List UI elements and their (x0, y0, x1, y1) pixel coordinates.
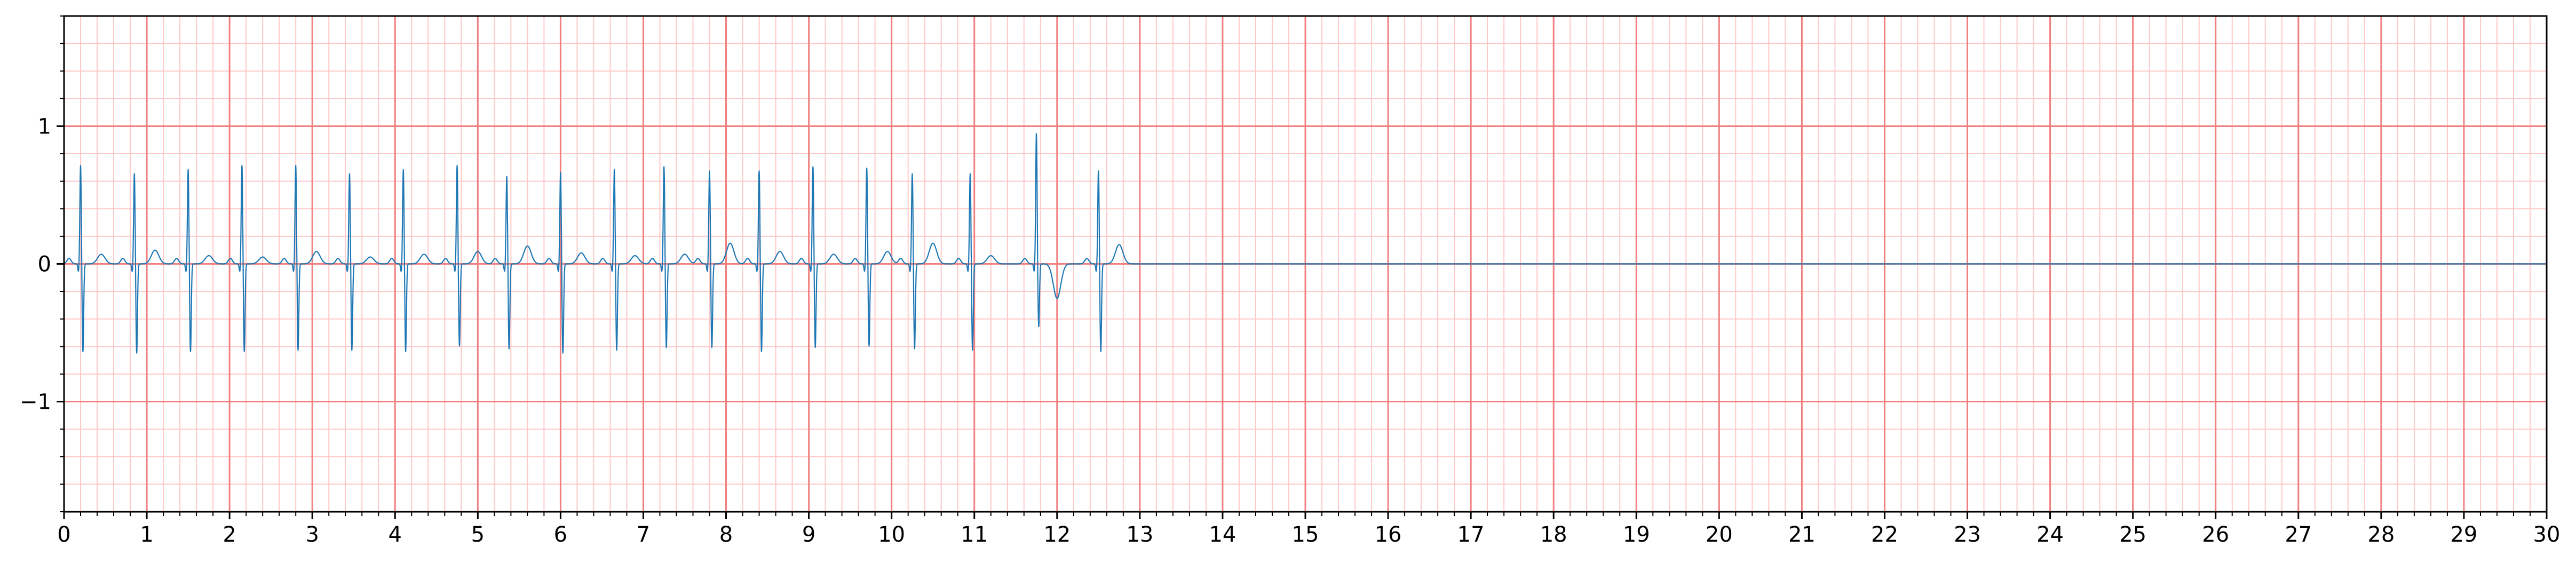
x-tick-label: 27 (2285, 522, 2312, 547)
x-tick-label: 28 (2367, 522, 2395, 547)
x-tick-label: 20 (1706, 522, 1733, 547)
x-tick-label: 15 (1292, 522, 1319, 547)
y-axis-ticks: −1 0 1 (20, 15, 64, 512)
x-tick-label: 17 (1457, 522, 1485, 547)
y-tick-label: 1 (38, 114, 51, 139)
x-tick-label: 19 (1623, 522, 1650, 547)
y-tick-label: 0 (38, 252, 51, 277)
y-tick-label: −1 (20, 390, 51, 415)
x-tick-label: 30 (2533, 522, 2561, 547)
ecg-trace (64, 133, 1140, 354)
x-tick-label: 11 (961, 522, 988, 547)
x-tick-label: 26 (2202, 522, 2229, 547)
x-tick-label: 16 (1375, 522, 1402, 547)
x-tick-label: 5 (471, 522, 485, 547)
x-tick-label: 24 (2036, 522, 2064, 547)
x-tick-label: 0 (57, 522, 70, 547)
x-tick-label: 29 (2450, 522, 2477, 547)
x-axis-ticks: 0 1 2 3 4 5 6 7 8 9 10 11 12 13 14 15 16 17 18 19 20 21 22 23 24… (57, 512, 2560, 547)
x-tick-label: 10 (878, 522, 905, 547)
x-tick-label: 22 (1871, 522, 1898, 547)
x-tick-label: 1 (140, 522, 153, 547)
x-tick-label: 2 (223, 522, 236, 547)
x-tick-label: 9 (802, 522, 815, 547)
x-tick-label: 25 (2119, 522, 2146, 547)
series-layer (64, 133, 2547, 354)
x-tick-label: 14 (1209, 522, 1236, 547)
x-tick-label: 8 (719, 522, 733, 547)
x-tick-label: 18 (1540, 522, 1567, 547)
x-tick-label: 21 (1788, 522, 1816, 547)
x-tick-label: 23 (1954, 522, 1981, 547)
x-tick-label: 3 (305, 522, 319, 547)
x-tick-label: 12 (1043, 522, 1071, 547)
x-tick-label: 4 (389, 522, 402, 547)
x-tick-label: 7 (637, 522, 650, 547)
x-tick-label: 6 (554, 522, 567, 547)
x-tick-label: 13 (1126, 522, 1153, 547)
